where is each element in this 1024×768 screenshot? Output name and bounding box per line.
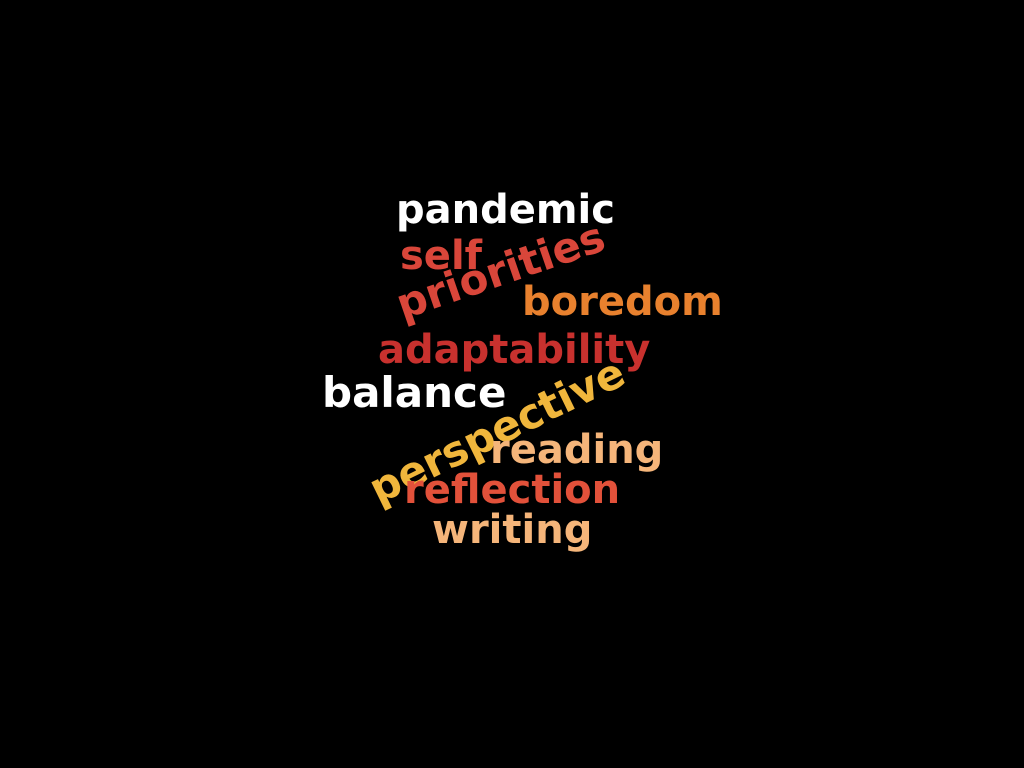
word-adaptability: adaptability (378, 327, 651, 373)
word-writing: writing (432, 507, 593, 553)
word-reading: reading (490, 427, 664, 473)
word-self: self (400, 233, 483, 279)
word-pandemic: pandemic (396, 187, 615, 233)
word-boredom: boredom (522, 279, 723, 325)
word-reflection: reflection (404, 467, 621, 513)
word-balance: balance (322, 368, 507, 417)
